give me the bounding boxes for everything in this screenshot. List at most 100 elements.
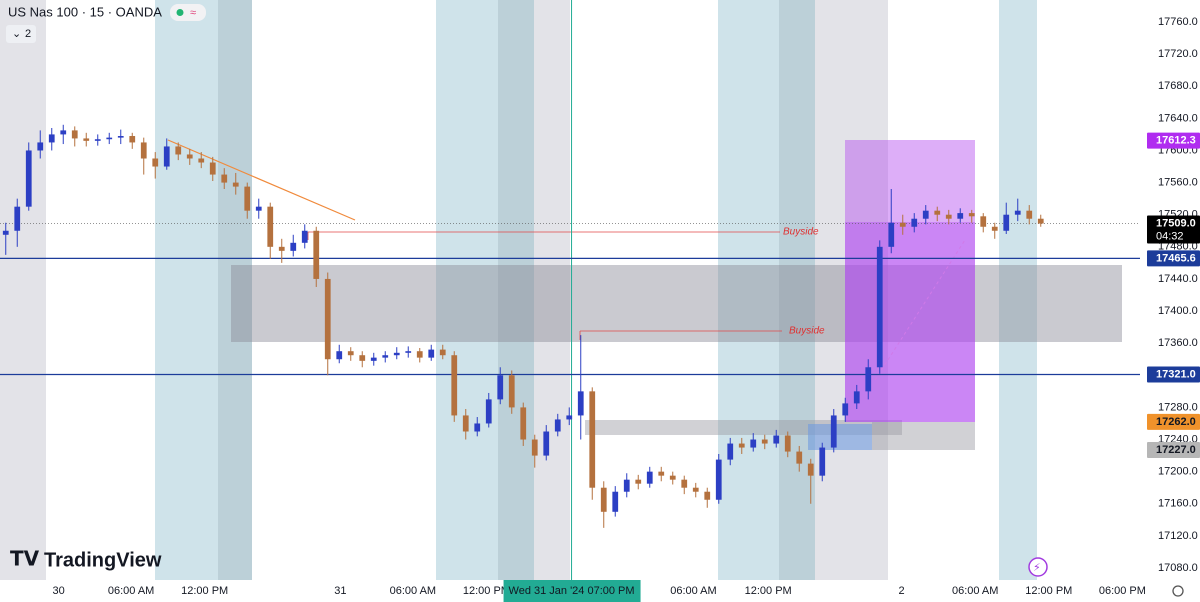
- candle-body: [715, 459, 722, 500]
- candle-body: [911, 218, 918, 227]
- candle-body: [750, 439, 757, 448]
- settings-icon[interactable]: [1172, 585, 1184, 597]
- candle-body: [945, 214, 952, 219]
- candle-body: [727, 443, 734, 460]
- candle-body: [221, 174, 228, 183]
- y-tick-label: 17360.0: [1158, 337, 1198, 349]
- trendline: [167, 139, 356, 221]
- candle-body: [485, 399, 492, 424]
- candle-body: [2, 230, 9, 235]
- y-tick-label: 17400.0: [1158, 305, 1198, 317]
- drawings: Buyside Buyside: [167, 139, 1122, 450]
- candle-body: [324, 278, 331, 360]
- candle-body: [968, 213, 975, 217]
- header: US Nas 100 · 15 · OANDA ≈ ⌄ 2: [6, 4, 206, 43]
- price-badge-label: 17612.3: [1156, 135, 1196, 147]
- zone: [872, 422, 975, 450]
- candle-body: [140, 142, 147, 159]
- candle-body: [451, 355, 458, 416]
- candle-body: [405, 351, 412, 353]
- candle-body: [163, 146, 170, 167]
- candle-body: [957, 213, 964, 219]
- candle-body: [692, 487, 699, 492]
- candle-body: [646, 471, 653, 484]
- price-badge-label: 17465.6: [1156, 252, 1196, 264]
- candle-body: [991, 226, 998, 231]
- candle-body: [209, 162, 216, 175]
- candle-body: [94, 139, 101, 141]
- x-tick-label: 06:00 AM: [108, 585, 154, 597]
- candle-body: [554, 419, 561, 432]
- candle-body: [807, 463, 814, 476]
- x-tick-label: 12:00 PM: [1025, 585, 1072, 597]
- indicator-count[interactable]: 2: [25, 28, 31, 40]
- price-badge: [1147, 441, 1200, 458]
- svg-text:𝗧𝗩: 𝗧𝗩: [10, 548, 40, 570]
- price-badge-label: 17262.0: [1156, 416, 1196, 428]
- candle-body: [37, 142, 44, 151]
- candle-body: [773, 435, 780, 444]
- y-tick-label: 17120.0: [1158, 530, 1198, 542]
- candle-body: [566, 415, 573, 420]
- candle-body: [462, 415, 469, 432]
- candle-body: [922, 210, 929, 219]
- x-tick-label: 12:00 PM: [463, 585, 510, 597]
- x-tick-label: 30: [53, 585, 65, 597]
- projection-box: [845, 222, 975, 422]
- candle-body: [934, 210, 941, 215]
- candle-body: [508, 375, 515, 408]
- projection-line: [874, 239, 966, 381]
- price-badge-label: 17509.0: [1156, 217, 1196, 229]
- candle-body: [784, 435, 791, 452]
- candle-body: [853, 391, 860, 404]
- candle-body: [543, 431, 550, 456]
- candle-body: [416, 351, 423, 358]
- candle-body: [830, 415, 837, 448]
- candles: [2, 124, 1044, 528]
- price-badge-label: 17321.0: [1156, 368, 1196, 380]
- candle-body: [175, 146, 182, 155]
- watermark: 𝗧𝗩 TradingView: [10, 548, 162, 571]
- candle-body: [842, 403, 849, 416]
- candle-body: [865, 367, 872, 392]
- candle-body: [347, 351, 354, 356]
- candle-body: [796, 451, 803, 464]
- x-tick-label: 06:00 AM: [670, 585, 716, 597]
- candle-body: [359, 355, 366, 361]
- candle-body: [474, 423, 481, 432]
- candle-body: [232, 182, 239, 187]
- y-tick-label: 17720.0: [1158, 48, 1198, 60]
- candle-body: [186, 154, 193, 159]
- y-tick-label: 17680.0: [1158, 80, 1198, 92]
- candle-body: [71, 130, 78, 139]
- y-tick-label: 17160.0: [1158, 498, 1198, 510]
- y-tick-label: 17080.0: [1158, 562, 1198, 574]
- candle-body: [255, 206, 262, 211]
- price-badge: [1147, 132, 1200, 149]
- candle-body: [589, 391, 596, 488]
- annotation: Buyside: [783, 227, 819, 238]
- alert-icon[interactable]: [1028, 557, 1048, 577]
- candle-body: [382, 355, 389, 358]
- candle-body: [876, 246, 883, 368]
- candle-body: [244, 186, 251, 211]
- candle-body: [48, 134, 55, 143]
- watermark-text: TradingView: [44, 549, 162, 571]
- x-tick-label: 06:00 AM: [952, 585, 998, 597]
- candle-body: [612, 491, 619, 512]
- x-tick-label: 12:00 PM: [745, 585, 792, 597]
- candle-body: [267, 206, 274, 247]
- candle-body: [336, 351, 343, 360]
- y-tick-label: 17640.0: [1158, 112, 1198, 124]
- candle-body: [278, 246, 285, 251]
- candle-body: [117, 136, 124, 138]
- y-tick-label: 17200.0: [1158, 466, 1198, 478]
- x-tick-label: 06:00 PM: [1099, 585, 1146, 597]
- candle-body: [888, 222, 895, 247]
- candle-body: [393, 352, 400, 356]
- candle-body: [669, 475, 676, 480]
- candle-body: [290, 242, 297, 251]
- price-badge: [1147, 215, 1200, 244]
- candle-body: [704, 491, 711, 500]
